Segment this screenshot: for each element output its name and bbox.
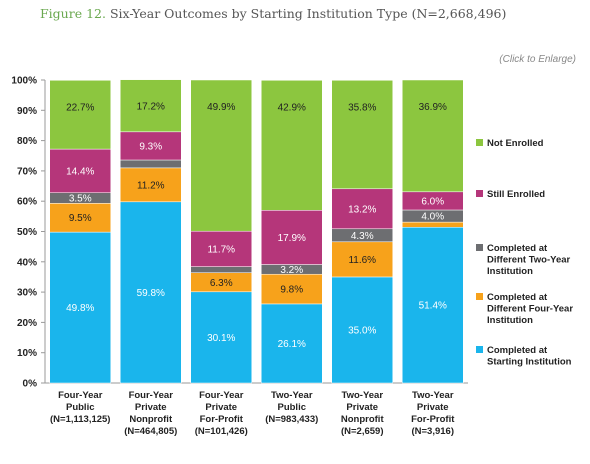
x-tick-label: Two-Year Private Nonprofit (N=2,659) [341,390,385,437]
x-tick-label: Four-Year Private Nonprofit (N=464,805) [124,390,177,437]
y-tick-label: 60% [17,197,37,208]
data-label: 36.9% [419,102,447,113]
x-tick-label: Four-Year Public (N=1,113,125) [50,390,110,425]
y-tick-label: 0% [23,379,38,390]
bar-segment [190,79,252,232]
x-tick-label: Two-Year Private For-Profit (N=3,916) [411,390,455,437]
bar-segment [120,131,182,161]
y-tick-label: 10% [17,348,37,359]
bar-segment [49,203,111,233]
x-tick-label: Two-Year Public (N=983,433) [265,390,318,425]
bar-segment [261,80,323,211]
bar-segment [120,79,182,133]
bar-segment [402,227,464,384]
bar-stack: 26.1% 9.8% 3.2% 17.9% 42.9% [261,80,323,384]
y-tick-label: 100% [11,76,37,87]
y-tick-label: 90% [17,106,37,117]
bar-segment [331,80,393,190]
figure-number: Figure 12. [40,6,106,21]
bar-segment [49,231,111,384]
bar-segment [331,241,393,278]
data-label: 26.1% [278,339,306,350]
legend-swatch [476,190,483,197]
bar-segment [49,148,111,193]
data-label: 9.3% [139,141,162,152]
legend-swatch [476,139,483,146]
data-label: 11.6% [348,255,376,266]
bar-segment [331,188,393,230]
data-label: 4.3% [351,231,374,242]
y-tick-label: 30% [17,288,37,299]
data-label: 30.1% [207,333,235,344]
data-label: 6.3% [210,278,233,289]
legend-swatch [476,293,483,300]
y-tick-label: 50% [17,227,37,238]
data-label: 49.8% [66,303,94,314]
legend-label: Completed at Starting Institution [487,345,572,368]
data-label: 35.0% [348,325,376,336]
bars: 49.8%9.5%3.5%14.4%22.7%59.8%11.2%2.6%9.3… [49,79,464,384]
figure-title-text: Six-Year Outcomes by Starting Institutio… [109,6,507,21]
legend-label: Completed at Different Two-Year Institutio… [487,243,571,277]
bar-segment [49,80,111,150]
data-label: 42.9% [278,102,306,113]
data-label: 49.9% [207,102,235,113]
data-label: 14.4% [66,166,94,177]
data-label: 9.8% [280,285,303,296]
data-label: 13.2% [348,204,376,215]
legend-swatch [476,346,483,353]
bar-stack: 30.1%6.3%2.0%11.7%49.9% [190,79,252,384]
bar-stack: 59.8%11.2%2.6%9.3%17.2% [120,79,182,384]
data-label: 59.8% [137,288,165,299]
bar-stack: 51.4%1.7%4.0%6.0%36.9% [402,79,464,384]
x-axis-labels: Four-Year Public (N=1,113,125) Four-Year Pri… [50,390,455,437]
y-tick-label: 70% [17,166,37,177]
y-axis: 0% 10% 20% 30% 40% 50% 60% 70% 80% 90% 100% [11,76,468,390]
data-label: 51.4% [419,301,447,312]
data-label: 3.5% [69,194,92,205]
y-tick-label: 40% [17,257,37,268]
bar-segment [190,230,252,267]
x-tick-label: Four-Year Private For-Profit (N=101,426) [195,390,248,437]
data-label: 6.0% [421,196,444,207]
data-label: 17.2% [137,102,165,113]
bar-segment [120,167,182,203]
bar-stack: 35.0% 11.6% 4.3% 13.2% 35.8% [331,80,393,384]
bar-stack: 49.8% 9.5% 3.5% 14.4% 22.7% [49,80,111,384]
legend-swatch [476,244,483,251]
bar-segment [331,276,393,384]
y-tick-label: 80% [17,136,37,147]
bar-segment [261,273,323,305]
data-label: 9.5% [69,213,92,224]
data-label: 11.7% [207,244,235,255]
legend-label: Still Enrolled [487,189,545,200]
y-tick-label: 20% [17,318,37,329]
data-label: 4.0% [421,212,444,223]
bar-segment [402,79,464,193]
figure-title: Figure 12. Six-Year Outcomes by Starting… [40,6,506,21]
data-label: 11.2% [137,180,165,191]
data-label: 35.8% [348,102,376,113]
legend: Not Enrolled Still Enrolled Completed at Di… [476,138,573,368]
legend-label: Not Enrolled [487,138,544,149]
legend-label: Completed at Different Four-Year Instituti… [487,292,573,326]
click-to-enlarge-link[interactable]: (Click to Enlarge) [499,54,576,65]
bar-segment [261,303,323,384]
bar-segment [190,291,252,384]
data-label: 17.9% [278,233,306,244]
bar-segment [261,210,323,265]
data-label: 3.2% [280,265,303,276]
data-label: 22.7% [66,102,94,113]
